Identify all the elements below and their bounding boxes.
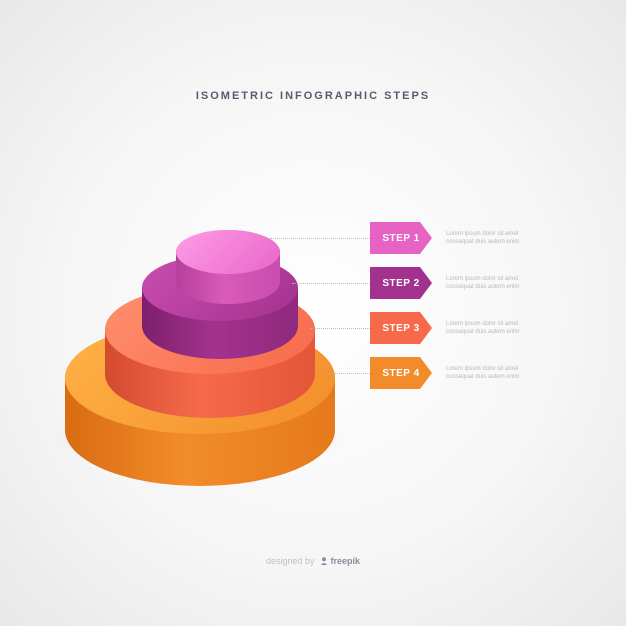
- callout-step-2: STEP 2 Lorem ipsum dolor sit ametconsequa…: [370, 267, 560, 299]
- step-desc-line: consequat duis autem enim: [446, 328, 552, 336]
- step-desc-line: Lorem ipsum dolor sit amet: [446, 320, 552, 328]
- step-desc-line: consequat duis autem enim: [446, 373, 552, 381]
- step-desc-line: consequat duis autem enim: [446, 283, 552, 291]
- credit-line: designed by freepik: [266, 556, 360, 566]
- step-arrow: STEP 4: [370, 357, 432, 389]
- step-label: STEP 4: [382, 368, 419, 379]
- connector-1: [270, 238, 370, 239]
- step-desc: Lorem ipsum dolor sit ametconsequat duis…: [432, 267, 560, 299]
- step-desc: Lorem ipsum dolor sit ametconsequat duis…: [432, 312, 560, 344]
- step-desc-line: Lorem ipsum dolor sit amet: [446, 230, 552, 238]
- step-desc-line: consequat duis autem enim: [446, 238, 552, 246]
- step-label: STEP 1: [382, 233, 419, 244]
- step-label: STEP 3: [382, 323, 419, 334]
- connector-2: [292, 283, 370, 284]
- brand-icon: [319, 556, 329, 566]
- credit-brand: freepik: [319, 556, 361, 566]
- cylinder-top: [176, 230, 280, 274]
- step-label: STEP 2: [382, 278, 419, 289]
- callout-step-4: STEP 4 Lorem ipsum dolor sit ametconsequa…: [370, 357, 560, 389]
- step-desc: Lorem ipsum dolor sit ametconsequat duis…: [432, 222, 560, 254]
- credit-prefix: designed by: [266, 556, 315, 566]
- step-arrow: STEP 3: [370, 312, 432, 344]
- step-desc-line: Lorem ipsum dolor sit amet: [446, 275, 552, 283]
- connector-4: [328, 373, 370, 374]
- step-desc-line: Lorem ipsum dolor sit amet: [446, 365, 552, 373]
- connector-3: [310, 328, 370, 329]
- infographic-stage: STEP 1Lorem ipsum dolor sit ametconsequa…: [0, 0, 626, 626]
- step-arrow: STEP 1: [370, 222, 432, 254]
- cylinder-layer1: [176, 230, 280, 304]
- step-arrow: STEP 2: [370, 267, 432, 299]
- step-desc: Lorem ipsum dolor sit ametconsequat duis…: [432, 357, 560, 389]
- credit-brand-text: freepik: [331, 556, 361, 566]
- callout-step-3: STEP 3 Lorem ipsum dolor sit ametconsequa…: [370, 312, 560, 344]
- callout-step-1: STEP 1 Lorem ipsum dolor sit ametconsequa…: [370, 222, 560, 254]
